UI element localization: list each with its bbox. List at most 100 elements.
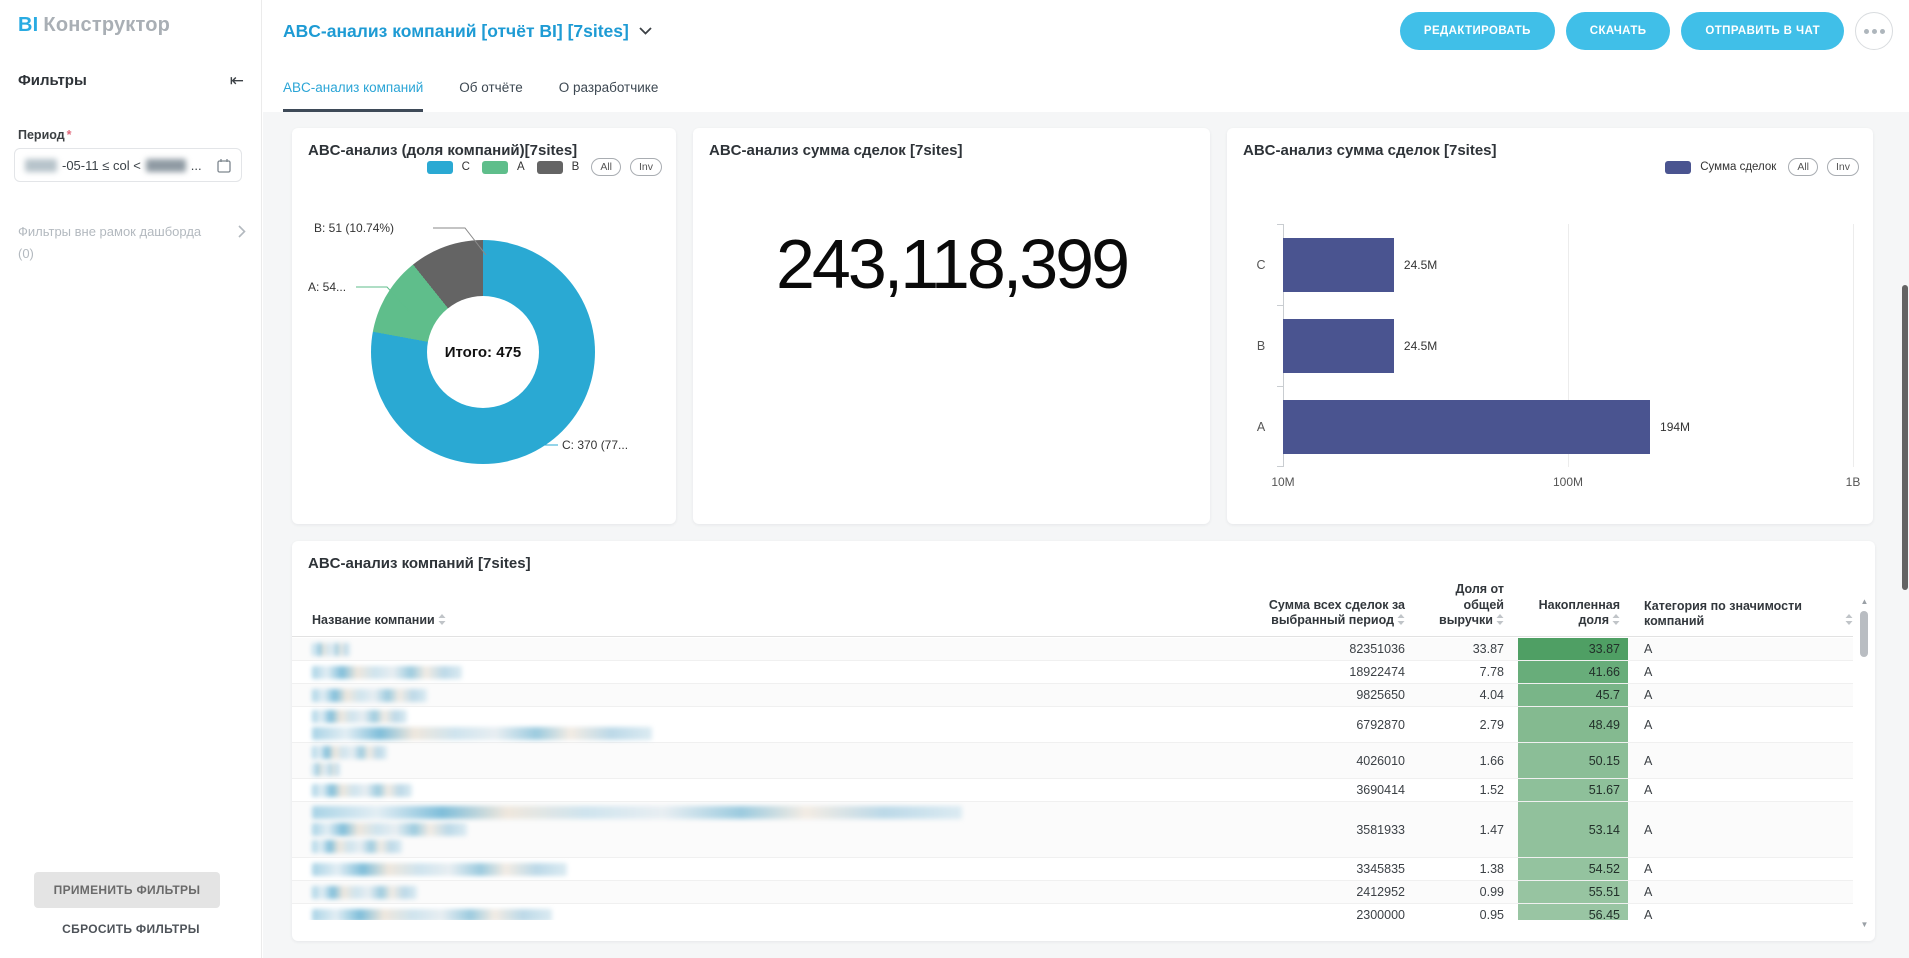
tab-about-report[interactable]: Об отчёте <box>459 79 523 95</box>
table-row[interactable]: 3690414 1.52 51.67 A <box>292 779 1853 802</box>
cell-company-name <box>292 661 1223 683</box>
redacted-date-start <box>25 158 57 172</box>
table-header: Название компании Сумма всех сделок за в… <box>292 582 1853 637</box>
cell-company-name <box>292 707 1223 742</box>
cell-sum: 82351036 <box>1349 642 1405 656</box>
app-logo: BI Конструктор <box>18 14 170 37</box>
kpi-card: ABC-анализ сумма сделок [7sites] 243,118… <box>693 128 1210 524</box>
bar-category-label: C <box>1256 257 1266 272</box>
column-header-share[interactable]: Доля от общей выручки <box>1413 582 1518 630</box>
table-row[interactable]: 6792870 2.79 48.49 A <box>292 707 1853 743</box>
table-row[interactable]: 4026010 1.66 50.15 A <box>292 743 1853 779</box>
cell-company-name <box>292 638 1223 660</box>
kpi-card-title: ABC-анализ сумма сделок [7sites] <box>709 142 963 159</box>
cell-sum: 18922474 <box>1349 665 1405 679</box>
legend-swatch-sum[interactable] <box>1665 160 1692 174</box>
cell-category: A <box>1644 753 1653 768</box>
cell-cumulative: 51.67 <box>1518 779 1628 801</box>
cell-sum: 2300000 <box>1356 908 1405 920</box>
cell-cumulative: 54.52 <box>1518 858 1628 880</box>
table-scrollbar: ▲ ▼ <box>1859 597 1870 929</box>
edit-button[interactable]: РЕДАКТИРОВАТЬ <box>1399 12 1555 50</box>
scroll-down-arrow[interactable]: ▼ <box>1860 920 1869 929</box>
period-input[interactable]: -05-11 ≤ col < ... <box>14 148 242 182</box>
redacted-company-name <box>312 745 387 759</box>
bar[interactable] <box>1283 399 1651 454</box>
period-ellipsis: ... <box>190 157 202 173</box>
tab-about-developer[interactable]: О разработчике <box>558 79 659 95</box>
topbar: ABC-анализ компаний [отчёт BI] [7sites] … <box>263 0 1909 62</box>
redacted-company-name <box>312 840 402 853</box>
cell-category: A <box>1644 783 1653 797</box>
apply-filters-button[interactable]: ПРИМЕНИТЬ ФИЛЬТРЫ <box>34 872 220 908</box>
filters-header: Фильтры ⇤ <box>18 72 244 89</box>
cell-company-name <box>292 684 1223 706</box>
table-row[interactable]: 3581933 1.47 53.14 A <box>292 802 1853 858</box>
sort-icon[interactable] <box>1397 614 1405 630</box>
bar-category-label: A <box>1256 419 1266 434</box>
column-header-name[interactable]: Название компании <box>292 613 1223 630</box>
legend-swatch-b[interactable] <box>536 160 563 174</box>
inv-button[interactable]: Inv <box>1826 158 1859 176</box>
cell-share: 1.66 <box>1479 753 1504 768</box>
reset-filters-button[interactable]: СБРОСИТЬ ФИЛЬТРЫ <box>0 922 262 936</box>
send-to-chat-button[interactable]: ОТПРАВИТЬ В ЧАТ <box>1681 12 1844 50</box>
bar[interactable] <box>1283 318 1394 373</box>
sort-icon[interactable] <box>1612 614 1620 630</box>
more-options-button[interactable] <box>1855 12 1893 50</box>
tab-abc-analysis[interactable]: ABC-анализ компаний <box>283 62 424 112</box>
period-label: Период * <box>18 128 72 142</box>
all-button[interactable]: All <box>591 158 621 176</box>
cell-share: 33.87 <box>1472 642 1504 656</box>
x-tick-label: 10M <box>1271 475 1295 489</box>
page-scrollbar-thumb[interactable] <box>1902 285 1908 590</box>
report-title-dropdown[interactable]: ABC-анализ компаний [отчёт BI] [7sites] <box>283 21 652 42</box>
page-scrollbar <box>1901 0 1909 958</box>
cell-category: A <box>1644 908 1653 920</box>
logo-text: Конструктор <box>43 14 171 36</box>
outer-filters-toggle[interactable]: Фильтры вне рамок дашборда <box>18 224 246 239</box>
gridline-100m <box>1568 224 1569 467</box>
report-title: ABC-анализ компаний [отчёт BI] [7sites] <box>283 20 629 41</box>
donut-chart[interactable]: Итого: 475 <box>371 240 595 464</box>
table-row[interactable]: 2300000 0.95 56.45 A <box>292 904 1853 920</box>
table-card: ABC-анализ компаний [7sites] Название ко… <box>292 541 1875 941</box>
download-button[interactable]: СКАЧАТЬ <box>1565 12 1671 50</box>
cell-category: A <box>1644 688 1653 702</box>
cell-sum: 9825650 <box>1356 688 1405 702</box>
bar-row-a: A 194M <box>1257 386 1853 467</box>
sort-icon[interactable] <box>1496 614 1504 630</box>
bar[interactable] <box>1283 237 1394 292</box>
cell-category: A <box>1644 822 1653 837</box>
legend-swatch-c[interactable] <box>426 160 453 174</box>
sort-icon[interactable] <box>1845 614 1853 630</box>
scroll-up-arrow[interactable]: ▲ <box>1860 597 1869 606</box>
table-row[interactable]: 2412952 0.99 55.51 A <box>292 881 1853 904</box>
cell-cumulative: 55.51 <box>1518 881 1628 903</box>
bar-row-b: B 24.5M <box>1257 305 1853 386</box>
column-header-category[interactable]: Категория по значимости компаний <box>1628 599 1853 630</box>
topbar-actions: РЕДАКТИРОВАТЬ СКАЧАТЬ ОТПРАВИТЬ В ЧАТ <box>1399 12 1893 50</box>
cell-share: 2.79 <box>1479 717 1504 732</box>
cell-share: 0.95 <box>1479 908 1504 920</box>
redacted-company-name <box>312 762 340 776</box>
table-row[interactable]: 18922474 7.78 41.66 A <box>292 661 1853 684</box>
redacted-company-name <box>312 806 962 819</box>
sort-icon[interactable] <box>438 614 446 630</box>
table-row[interactable]: 9825650 4.04 45.7 A <box>292 684 1853 707</box>
cell-company-name <box>292 881 1223 903</box>
table-row[interactable]: 3345835 1.38 54.52 A <box>292 858 1853 881</box>
period-label-text: Период <box>18 128 65 142</box>
column-header-cumulative[interactable]: Накопленная доля <box>1518 598 1628 630</box>
all-button[interactable]: All <box>1788 158 1818 176</box>
calendar-icon[interactable] <box>217 158 231 173</box>
bar-card-title: ABC-анализ сумма сделок [7sites] <box>1243 142 1497 159</box>
collapse-sidebar-icon[interactable]: ⇤ <box>229 71 244 90</box>
table-row[interactable]: 82351036 33.87 33.87 A <box>292 638 1853 661</box>
column-header-sum[interactable]: Сумма всех сделок за выбранный период <box>1223 598 1413 630</box>
inv-button[interactable]: Inv <box>629 158 662 176</box>
x-tick-label: 100M <box>1552 475 1584 489</box>
table-scrollbar-thumb[interactable] <box>1860 611 1868 657</box>
legend-swatch-a[interactable] <box>481 160 508 174</box>
